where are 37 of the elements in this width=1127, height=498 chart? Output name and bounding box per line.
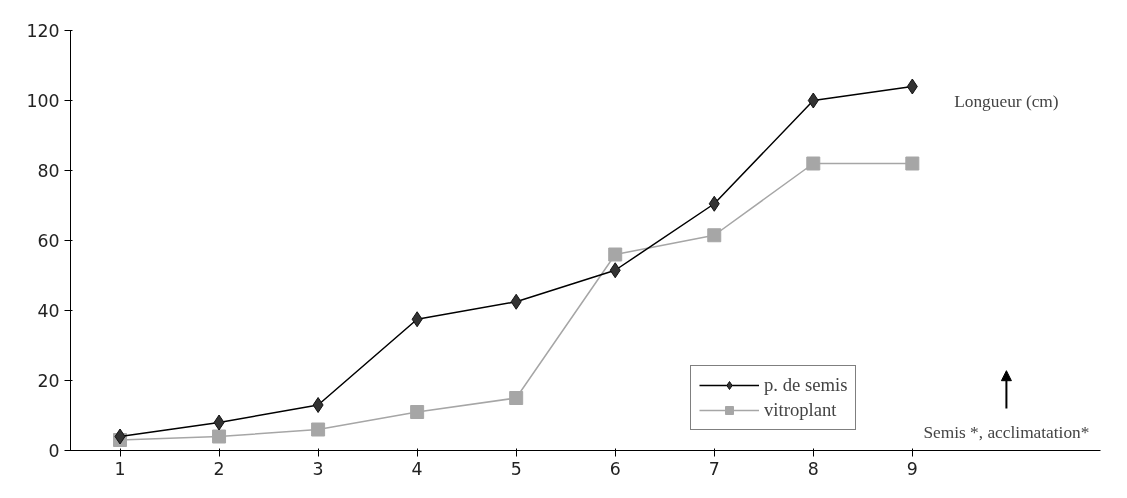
point (807, 92, 819, 109)
x-tick-label: 8 (807, 458, 819, 479)
point (707, 228, 722, 243)
point (411, 311, 423, 328)
point (608, 247, 623, 262)
point (114, 428, 126, 445)
y-tick-label: 0 (48, 441, 60, 461)
point (708, 195, 720, 212)
y-tick-label: 20 (37, 371, 60, 391)
annotation: Semis *, acclimatation* (923, 423, 1090, 443)
point (213, 414, 225, 431)
x-tick-label: 3 (312, 458, 324, 479)
point (509, 391, 524, 405)
x-tick-label: 9 (906, 458, 918, 479)
y-tick-label: 80 (37, 161, 60, 181)
x-tick-label: 5 (510, 458, 522, 479)
legend-label: p. de semis (764, 374, 848, 396)
x-tick-label: 2 (213, 458, 225, 479)
point (212, 429, 227, 444)
y-tick-label: 100 (26, 91, 60, 111)
point (410, 405, 425, 419)
point (905, 156, 920, 171)
point (312, 397, 324, 413)
point (806, 156, 821, 171)
x-tick-label: 1 (114, 458, 126, 479)
point (906, 78, 918, 95)
x-tick-label: 4 (411, 458, 423, 479)
y-tick-label: 60 (37, 231, 60, 251)
point (311, 422, 326, 437)
y-tick-label: 40 (37, 301, 60, 321)
point (609, 262, 621, 279)
annotation: Longueur (cm) (954, 92, 1059, 112)
y-tick-label: 120 (26, 21, 60, 41)
point (510, 293, 522, 310)
x-tick-label: 7 (708, 458, 720, 479)
x-tick-label: 6 (609, 458, 621, 479)
legend-label: vitroplant (764, 399, 837, 421)
